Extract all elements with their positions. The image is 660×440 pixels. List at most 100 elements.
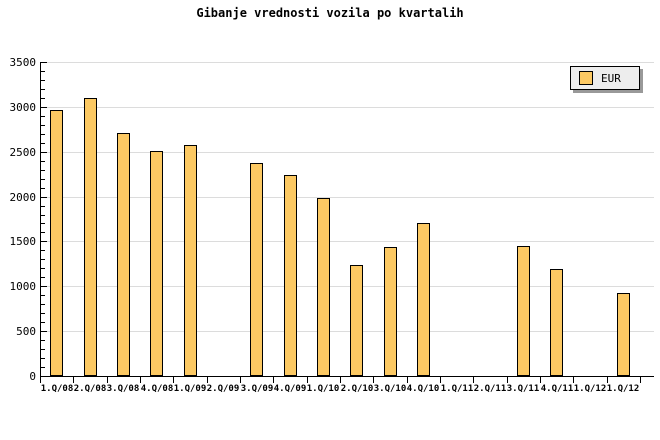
y-minor-tick [41, 322, 45, 324]
gridline [41, 331, 654, 333]
x-axis [40, 376, 654, 377]
y-minor-tick [41, 115, 45, 117]
y-major-tick [41, 196, 47, 198]
bar [117, 133, 130, 376]
gridline [41, 196, 654, 198]
x-axis-tick [407, 377, 408, 383]
y-minor-tick [41, 124, 45, 126]
x-axis-tick [507, 377, 508, 383]
bar [517, 246, 530, 376]
y-minor-tick [41, 214, 45, 216]
x-axis-label: 2.Q/09 [206, 384, 240, 394]
y-major-tick [41, 151, 47, 153]
y-axis-label: 500 [16, 325, 36, 339]
x-axis-tick [573, 377, 574, 383]
y-minor-tick [41, 259, 45, 261]
bar [550, 269, 563, 376]
x-axis-label: 1.Q/12 [606, 384, 640, 394]
y-major-tick [41, 286, 47, 288]
bar [417, 223, 430, 376]
x-axis-tick [273, 377, 274, 383]
y-major-tick [41, 241, 47, 243]
bar [617, 293, 630, 376]
y-minor-tick [41, 79, 45, 81]
y-axis-label: 2500 [9, 145, 37, 159]
y-major-tick [41, 62, 47, 63]
x-axis-tick [107, 377, 108, 383]
y-minor-tick [41, 295, 45, 297]
x-axis-label: 3.Q/10 [373, 384, 407, 394]
bar [384, 247, 397, 376]
y-axis [40, 62, 41, 377]
legend: EUR [570, 66, 640, 90]
y-minor-tick [41, 88, 45, 90]
x-axis-tick [140, 377, 141, 383]
y-minor-tick [41, 268, 45, 270]
x-axis-label: 2.Q/11 [473, 384, 507, 394]
y-minor-tick [41, 367, 45, 369]
y-minor-tick [41, 250, 45, 252]
y-minor-tick [41, 349, 45, 351]
bar [250, 163, 263, 376]
y-minor-tick [41, 205, 45, 207]
x-axis-label: 1.Q/10 [306, 384, 340, 394]
bar [84, 98, 97, 376]
bar [284, 175, 297, 376]
bar [150, 151, 163, 376]
legend-label: EUR [601, 71, 621, 85]
y-axis-label: 3500 [9, 56, 37, 69]
x-axis-label: 4.Q/08 [140, 384, 174, 394]
x-axis-label: 1.Q/12 [573, 384, 607, 394]
bar [350, 265, 363, 376]
x-axis-label: 1.Q/11 [440, 384, 474, 394]
x-axis-tick [173, 377, 174, 383]
x-axis-tick [307, 377, 308, 383]
x-axis-label: 3.Q/11 [506, 384, 540, 394]
y-minor-tick [41, 142, 45, 144]
y-axis-label: 1500 [9, 235, 37, 249]
x-axis-label: 1.Q/09 [173, 384, 207, 394]
x-axis-tick [340, 377, 341, 383]
x-axis-label: 4.Q/10 [406, 384, 440, 394]
bar [50, 110, 63, 376]
x-axis-tick [240, 377, 241, 383]
x-axis-label: 2.Q/08 [73, 384, 107, 394]
y-minor-tick [41, 232, 45, 234]
y-minor-tick [41, 187, 45, 189]
x-axis-tick [207, 377, 208, 383]
y-minor-tick [41, 169, 45, 171]
gridline [41, 151, 654, 153]
x-axis-tick [607, 377, 608, 383]
x-axis-label: 4.Q/09 [273, 384, 307, 394]
x-axis-tick [540, 377, 541, 383]
x-axis-label: 1.Q/08 [40, 384, 74, 394]
x-axis-tick [373, 377, 374, 383]
gridline [41, 286, 654, 288]
y-minor-tick [41, 70, 45, 72]
x-axis-label: 4.Q/11 [540, 384, 574, 394]
x-axis-label: 3.Q/09 [240, 384, 274, 394]
x-axis-tick [73, 377, 74, 383]
y-minor-tick [41, 223, 45, 225]
gridline [41, 62, 654, 63]
y-major-tick [41, 331, 47, 333]
gridline [41, 106, 654, 108]
x-axis-label: 2.Q/10 [340, 384, 374, 394]
x-axis-tick [40, 377, 41, 383]
bar [184, 145, 197, 376]
bar [317, 198, 330, 376]
x-axis-tick [473, 377, 474, 383]
y-minor-tick [41, 277, 45, 279]
x-axis-tick [640, 377, 641, 383]
y-axis-label: 3000 [9, 100, 37, 114]
y-axis-label: 0 [29, 370, 36, 383]
legend-swatch-icon [579, 71, 593, 85]
y-minor-tick [41, 358, 45, 360]
y-minor-tick [41, 160, 45, 162]
y-major-tick [41, 106, 47, 108]
gridline [41, 241, 654, 243]
y-axis-label: 1000 [9, 280, 37, 294]
chart-title: Gibanje vrednosti vozila po kvartalih [196, 6, 464, 20]
y-minor-tick [41, 97, 45, 99]
